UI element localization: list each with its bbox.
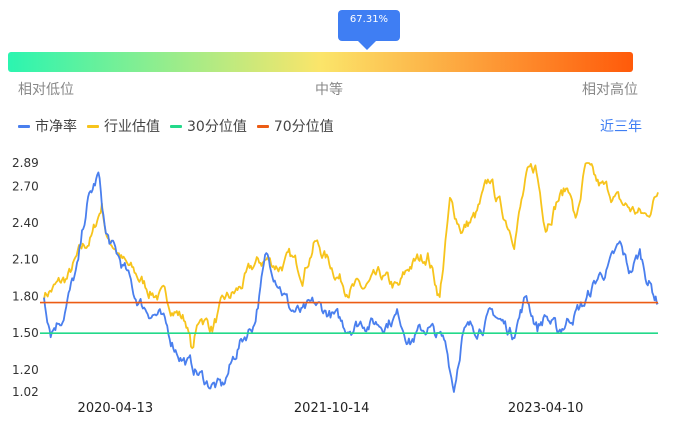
chart-legend: 市净率 行业估值 30分位值 70分位值	[18, 116, 344, 136]
series-line-industry	[43, 162, 659, 349]
legend-label-p30: 30分位值	[187, 119, 247, 135]
y-tick-label-3: 2.10	[12, 253, 39, 267]
legend-swatch-p70	[256, 124, 269, 128]
y-tick-label-4: 1.80	[12, 289, 39, 303]
x-tick-label-0: 2020-04-13	[78, 401, 154, 416]
gauge-high-label: 相对高位	[582, 82, 638, 98]
x-tick-label-1: 2021-10-14	[294, 401, 370, 416]
series-line-pb	[43, 171, 659, 393]
value-tooltip: 67.31%	[338, 10, 400, 41]
gauge-mid-label: 中等	[315, 82, 343, 98]
legend-label-pb: 市净率	[35, 119, 77, 135]
legend-swatch-industry	[87, 124, 99, 128]
legend-swatch-p30	[170, 124, 182, 128]
legend-label-industry: 行业估值	[104, 119, 160, 135]
y-tick-label-7: 1.02	[12, 385, 39, 399]
value-tooltip-label: 67.31%	[349, 14, 389, 25]
legend-item-p30[interactable]: 30分位值	[170, 116, 247, 136]
gauge-low-label: 相对低位	[18, 82, 74, 98]
y-tick-label-6: 1.20	[12, 363, 39, 377]
legend-label-p70: 70分位值	[273, 119, 334, 135]
legend-item-p70[interactable]: 70分位值	[256, 116, 334, 136]
percentile-gauge-bar	[8, 52, 633, 72]
x-tick-label-2: 2023-04-10	[508, 401, 584, 416]
y-tick-label-0: 2.89	[12, 156, 39, 170]
range-selector-three-years[interactable]: 近三年	[600, 119, 642, 135]
legend-item-industry[interactable]: 行业估值	[87, 116, 160, 136]
y-tick-label-1: 2.70	[12, 179, 39, 193]
y-tick-label-2: 2.40	[12, 216, 39, 230]
y-tick-label-5: 1.50	[12, 326, 39, 340]
value-tooltip-pointer	[358, 41, 376, 50]
legend-swatch-pb	[18, 124, 30, 128]
legend-item-pb[interactable]: 市净率	[18, 116, 77, 136]
